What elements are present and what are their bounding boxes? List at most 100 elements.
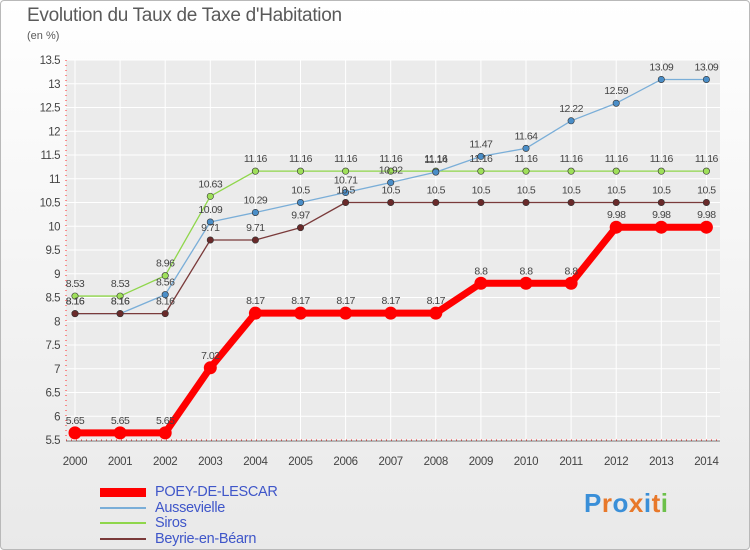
data-label: 10.5	[517, 185, 536, 197]
data-point	[203, 361, 217, 375]
y-tick-label: 10	[48, 221, 60, 233]
data-point	[161, 272, 169, 280]
x-tick-label: 2002	[153, 456, 177, 468]
data-point	[657, 167, 665, 175]
data-label: 9.97	[291, 210, 310, 222]
x-tick-label: 2008	[424, 456, 448, 468]
legend-swatch	[100, 487, 146, 497]
x-tick-label: 2005	[288, 456, 312, 468]
legend-label: Beyrie-en-Béarn	[155, 530, 257, 547]
y-tick-label: 5.5	[46, 435, 61, 447]
data-label: 10.71	[334, 175, 358, 187]
data-label: 10.09	[198, 204, 222, 216]
data-point	[206, 236, 214, 244]
data-label: 10.92	[379, 165, 403, 177]
data-point	[432, 199, 440, 207]
data-label: 11.16	[244, 153, 268, 165]
data-label: 10.5	[472, 185, 491, 197]
data-label: 10.5	[427, 185, 446, 197]
data-point	[702, 199, 710, 207]
legend-swatch	[100, 537, 146, 540]
y-tick-label: 7	[54, 364, 60, 376]
x-tick-label: 2001	[108, 456, 132, 468]
data-label: 11.16	[695, 153, 719, 165]
data-point	[609, 220, 623, 234]
y-tick-label: 11.5	[40, 150, 60, 162]
data-label: 7.02	[201, 350, 220, 362]
data-point	[387, 179, 395, 187]
data-point	[68, 426, 82, 440]
data-label: 8.8	[474, 265, 488, 277]
y-tick-label: 7.5	[46, 340, 61, 352]
data-point	[251, 167, 259, 175]
data-point	[161, 310, 169, 318]
chart-subtitle: (en %)	[27, 30, 60, 42]
data-label: 8.53	[111, 278, 130, 290]
data-point	[296, 167, 304, 175]
data-point	[477, 152, 485, 160]
data-point	[248, 306, 262, 320]
data-point	[339, 306, 353, 320]
data-label: 11.47	[469, 138, 493, 150]
data-label: 12.59	[604, 85, 628, 97]
x-tick-label: 2004	[243, 456, 268, 468]
data-label: 13.09	[649, 61, 673, 73]
data-label: 8.56	[156, 277, 175, 289]
data-point	[702, 75, 710, 83]
data-label: 11.64	[515, 130, 539, 142]
data-label: 11.16	[289, 153, 313, 165]
data-point	[161, 291, 169, 299]
data-point	[294, 306, 307, 320]
data-point	[612, 99, 620, 107]
legend-label: Siros	[155, 515, 187, 531]
y-tick-label: 9	[54, 269, 60, 281]
data-label: 8.17	[427, 295, 446, 307]
data-label: 9.98	[607, 209, 626, 221]
data-label: 10.5	[607, 185, 626, 197]
x-tick-label: 2012	[604, 456, 628, 468]
data-label: 10.5	[291, 185, 310, 197]
data-label: 5.65	[111, 415, 130, 427]
data-point	[477, 199, 485, 207]
data-label: 8.53	[66, 278, 85, 290]
x-tick-label: 2009	[469, 456, 493, 468]
data-point	[116, 292, 124, 300]
proxiti-logo: Proxiti	[584, 488, 668, 519]
data-label: 9.98	[697, 209, 716, 221]
data-point	[477, 167, 485, 175]
data-point	[296, 224, 304, 232]
data-point	[702, 167, 710, 175]
data-point	[522, 144, 530, 152]
data-point	[657, 199, 665, 207]
data-point	[519, 276, 533, 290]
data-point	[206, 192, 214, 200]
data-point	[116, 310, 124, 318]
x-tick-label: 2011	[559, 456, 583, 468]
data-point	[158, 426, 172, 440]
y-tick-label: 13.5	[40, 55, 60, 67]
data-point	[432, 168, 440, 176]
logo-letter: i	[643, 488, 652, 518]
data-label: 5.65	[66, 415, 85, 427]
y-tick-label: 12.5	[40, 103, 60, 115]
x-tick-label: 2013	[649, 456, 673, 468]
data-label: 11.16	[605, 153, 629, 165]
data-point	[342, 189, 350, 197]
data-label: 8.17	[336, 295, 355, 307]
logo-letter: t	[651, 488, 661, 518]
data-label: 10.5	[652, 185, 671, 197]
x-tick-label: 2014	[694, 456, 719, 468]
data-point	[71, 292, 79, 300]
data-label: 11.16	[515, 153, 539, 165]
data-label: 10.5	[336, 185, 355, 197]
x-tick-label: 2000	[63, 456, 87, 468]
y-tick-label: 12	[48, 126, 60, 138]
legend-swatch	[100, 522, 146, 524]
data-label: 5.65	[156, 415, 175, 427]
y-tick-label: 10.5	[40, 198, 60, 210]
data-label: 10.5	[562, 185, 581, 197]
x-tick-label: 2007	[379, 456, 403, 468]
data-point	[564, 276, 578, 290]
x-tick-label: 2006	[333, 456, 357, 468]
